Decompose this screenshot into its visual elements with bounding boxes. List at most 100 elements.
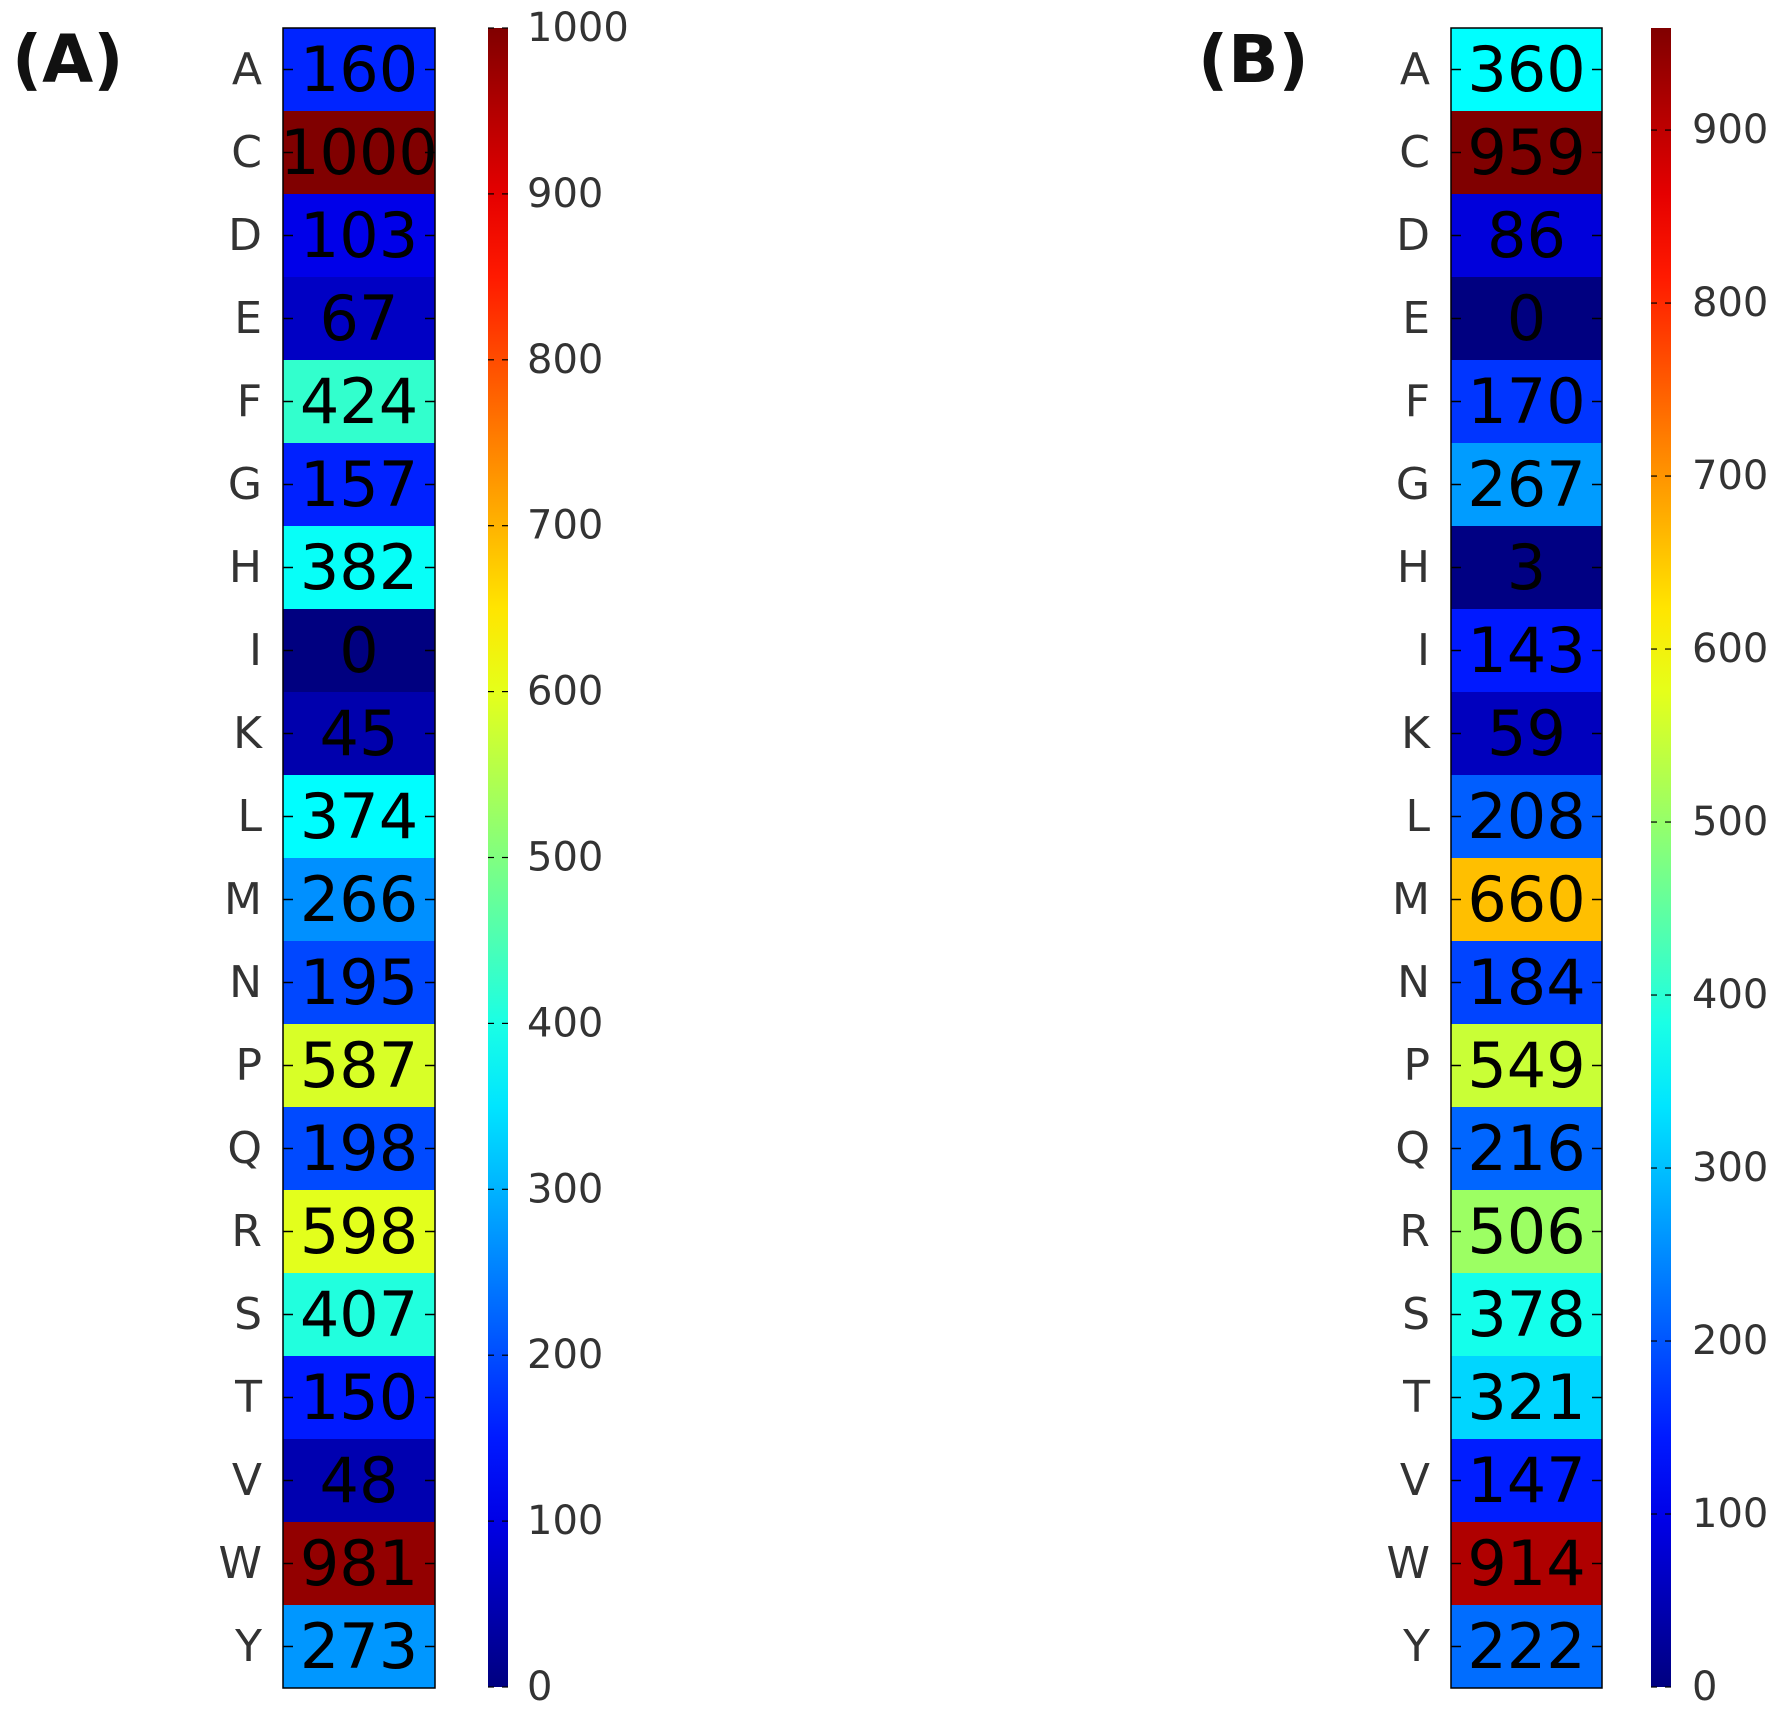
heatmap-cell	[283, 1273, 435, 1356]
cell-value-label: 143	[1467, 614, 1585, 687]
heatmap-cell	[283, 1024, 435, 1107]
heatmap-cell	[1451, 443, 1602, 526]
row-label: S	[234, 1289, 262, 1340]
row-label: G	[1396, 459, 1430, 510]
cell-value-label: 198	[300, 1112, 418, 1185]
row-label: F	[237, 376, 262, 427]
row-label: H	[1397, 542, 1430, 593]
cell-value-label: 360	[1467, 33, 1585, 106]
heatmap-cell	[283, 941, 435, 1024]
heatmap-cell	[1451, 194, 1602, 277]
colorbar-tick-label: 900	[1692, 107, 1768, 153]
cell-value-label: 48	[320, 1444, 399, 1517]
row-label: S	[1402, 1289, 1430, 1340]
colorbar-tick-label: 500	[1692, 799, 1768, 845]
colorbar-tick-label: 100	[1692, 1491, 1768, 1537]
heatmap-cell	[283, 1190, 435, 1273]
cell-value-label: 150	[300, 1361, 418, 1434]
cell-value-label: 222	[1467, 1610, 1585, 1683]
heatmap-cell	[1451, 941, 1602, 1024]
heatmap-cell	[1451, 1522, 1602, 1605]
heatmap-cell	[283, 111, 435, 194]
colorbar	[1651, 28, 1671, 1687]
row-label: W	[218, 1538, 262, 1589]
colorbar-tick-label: 300	[527, 1166, 603, 1212]
colorbar-tick-label: 0	[1692, 1664, 1717, 1710]
row-label: P	[235, 1040, 262, 1091]
cell-value-label: 981	[300, 1527, 418, 1600]
cell-value-label: 321	[1467, 1361, 1585, 1434]
colorbar-tick-label: 800	[527, 337, 603, 383]
row-label: A	[232, 44, 262, 95]
heatmap-cell	[283, 1356, 435, 1439]
row-label: N	[229, 957, 262, 1008]
panel-b: (B) A 360 C 959 D 86 E 0 F 170 G 267 H 3 I 143 K 59 L 208 M 66…	[1198, 21, 1768, 1710]
row-label: E	[234, 293, 262, 344]
heatmap-cell	[1451, 609, 1602, 692]
row-label: I	[249, 625, 262, 676]
cell-value-label: 267	[1467, 448, 1585, 521]
cell-value-label: 506	[1467, 1195, 1585, 1268]
cell-value-label: 424	[300, 365, 418, 438]
heatmap-cell	[283, 858, 435, 941]
row-label: V	[232, 1455, 262, 1506]
row-label: K	[233, 708, 263, 759]
row-label: L	[237, 791, 262, 842]
heatmap-frame	[1450, 27, 1603, 1689]
cell-value-label: 3	[1507, 531, 1546, 604]
cell-value-label: 660	[1467, 863, 1585, 936]
colorbar-tick-label: 0	[527, 1664, 552, 1710]
row-label: M	[224, 874, 262, 925]
cell-value-label: 587	[300, 1029, 418, 1102]
cell-value-label: 0	[1507, 282, 1546, 355]
heatmap-cell	[1451, 775, 1602, 858]
colorbar-tick-label: 400	[1692, 972, 1768, 1018]
colorbar-tick-label: 300	[1692, 1145, 1768, 1191]
colorbar-tick-label: 800	[1692, 280, 1768, 326]
colorbar-tick-label: 600	[527, 669, 603, 715]
heatmap-cell	[1451, 692, 1602, 775]
heatmap-cell	[283, 692, 435, 775]
row-label: M	[1392, 874, 1430, 925]
heatmap-cell	[283, 360, 435, 443]
row-label: I	[1417, 625, 1430, 676]
row-label: L	[1405, 791, 1430, 842]
colorbar-tick-label: 200	[1692, 1318, 1768, 1364]
heatmap-cell	[1451, 526, 1602, 609]
heatmap-cell	[1451, 1273, 1602, 1356]
cell-value-label: 170	[1467, 365, 1585, 438]
heatmap-cell	[1451, 1107, 1602, 1190]
heatmap-cell	[283, 194, 435, 277]
row-label: R	[1399, 1206, 1430, 1257]
row-label: D	[228, 210, 262, 261]
colorbar-tick-label: 700	[1692, 453, 1768, 499]
cell-value-label: 86	[1487, 199, 1566, 272]
heatmap-cell	[283, 443, 435, 526]
cell-value-label: 45	[320, 697, 399, 770]
cell-value-label: 67	[320, 282, 399, 355]
heatmap-cell	[1451, 277, 1602, 360]
heatmap-cell	[1451, 1190, 1602, 1273]
row-label: H	[229, 542, 262, 593]
cell-value-label: 160	[300, 33, 418, 106]
row-label: K	[1401, 708, 1431, 759]
row-label: T	[1402, 1372, 1430, 1423]
colorbar-tick-label: 200	[527, 1332, 603, 1378]
row-label: D	[1396, 210, 1430, 261]
cell-value-label: 549	[1467, 1029, 1585, 1102]
row-label: N	[1397, 957, 1430, 1008]
cell-value-label: 273	[300, 1610, 418, 1683]
row-label: A	[1400, 44, 1430, 95]
cell-value-label: 103	[300, 199, 418, 272]
cell-value-label: 0	[339, 614, 378, 687]
panel-label: (B)	[1198, 21, 1309, 98]
colorbar-tick-label: 1000	[527, 5, 629, 51]
heatmap-cell	[283, 28, 435, 111]
cell-value-label: 157	[300, 448, 418, 521]
heatmap-cell	[1451, 1439, 1602, 1522]
heatmap-cell	[283, 1522, 435, 1605]
panel-label: (A)	[12, 21, 123, 98]
cell-value-label: 266	[300, 863, 418, 936]
heatmap-cell	[283, 775, 435, 858]
cell-value-label: 147	[1467, 1444, 1585, 1517]
